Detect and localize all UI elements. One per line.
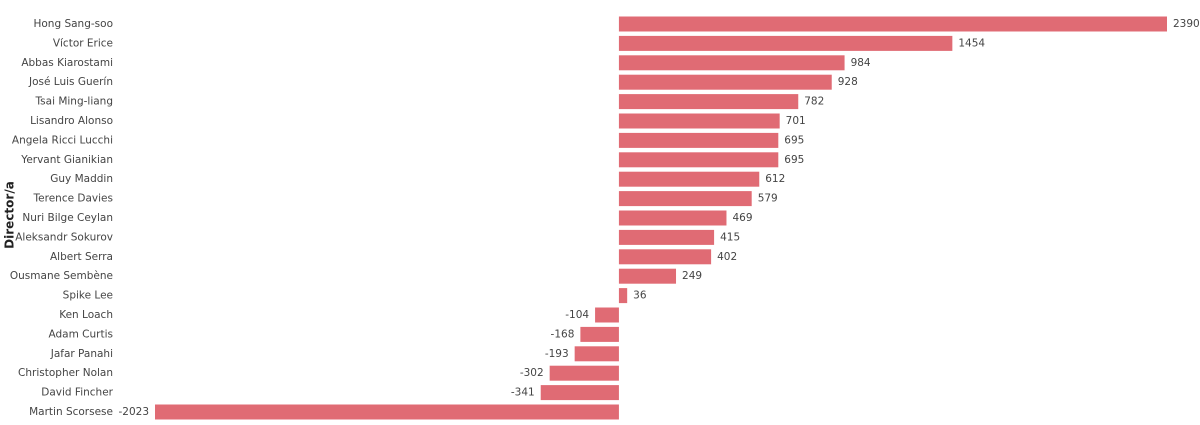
data-label: 415 [720, 231, 740, 243]
bar [618, 94, 799, 110]
data-label: 469 [732, 212, 752, 224]
y-tick-label: Adam Curtis [49, 328, 113, 340]
bar [618, 113, 780, 129]
y-tick-label: Albert Serra [50, 251, 113, 263]
y-tick-label: Guy Maddin [50, 173, 113, 185]
bar [618, 55, 845, 71]
y-tick-label: Hong Sang-soo [33, 18, 113, 30]
bar [618, 74, 832, 90]
bar [618, 152, 779, 168]
bar [618, 210, 727, 226]
data-label: 402 [717, 251, 737, 263]
y-tick-label: Terence Davies [33, 193, 113, 205]
y-tick-label: Lisandro Alonso [30, 115, 113, 127]
y-tick-label: Abbas Kiarostami [21, 57, 113, 69]
bar [595, 307, 619, 323]
y-tick-label: José Luis Guerín [28, 76, 113, 88]
bar [580, 326, 619, 342]
y-tick-label: Tsai Ming-liang [34, 96, 113, 108]
data-label: -193 [545, 348, 569, 360]
data-label: -302 [520, 367, 544, 379]
data-label: 928 [838, 76, 858, 88]
bar [155, 404, 619, 420]
data-label: 36 [633, 290, 647, 302]
bar [618, 132, 779, 148]
bar [618, 191, 752, 207]
bar [618, 229, 715, 245]
data-label: 701 [786, 115, 806, 127]
y-tick-label: David Fincher [41, 387, 113, 399]
y-tick-label: Ken Loach [59, 309, 113, 321]
data-label: 2390 [1173, 18, 1200, 30]
bar [618, 249, 712, 265]
data-label: -104 [565, 309, 589, 321]
y-tick-label: Christopher Nolan [18, 367, 113, 379]
y-tick-label: Yervant Gianikian [20, 154, 113, 166]
y-axis-title: Director/a [3, 181, 17, 249]
data-label: 1454 [958, 37, 985, 49]
bar [618, 268, 677, 284]
bar [618, 171, 760, 187]
y-tick-label: Spike Lee [63, 290, 113, 302]
bar [549, 365, 619, 381]
data-label: 579 [758, 193, 778, 205]
bar [540, 385, 619, 401]
y-tick-label: Jafar Panahi [50, 348, 113, 360]
y-tick-label: Martin Scorsese [29, 406, 113, 418]
bar [618, 16, 1167, 32]
data-label: -341 [511, 387, 535, 399]
data-label: 984 [851, 57, 871, 69]
y-tick-label: Angela Ricci Lucchi [12, 134, 113, 146]
bar [574, 346, 619, 362]
data-label: 782 [804, 96, 824, 108]
data-label: 612 [765, 173, 785, 185]
y-tick-label: Aleksandr Sokurov [15, 231, 113, 243]
data-label: 695 [784, 134, 804, 146]
bar [618, 288, 628, 304]
data-label: -2023 [118, 406, 149, 418]
data-label: 695 [784, 154, 804, 166]
y-tick-label: Víctor Erice [53, 37, 113, 49]
data-label: 249 [682, 270, 702, 282]
y-tick-label: Nuri Bilge Ceylan [22, 212, 113, 224]
data-label: -168 [551, 328, 575, 340]
bar [618, 35, 953, 51]
y-tick-label: Ousmane Sembène [10, 270, 113, 282]
